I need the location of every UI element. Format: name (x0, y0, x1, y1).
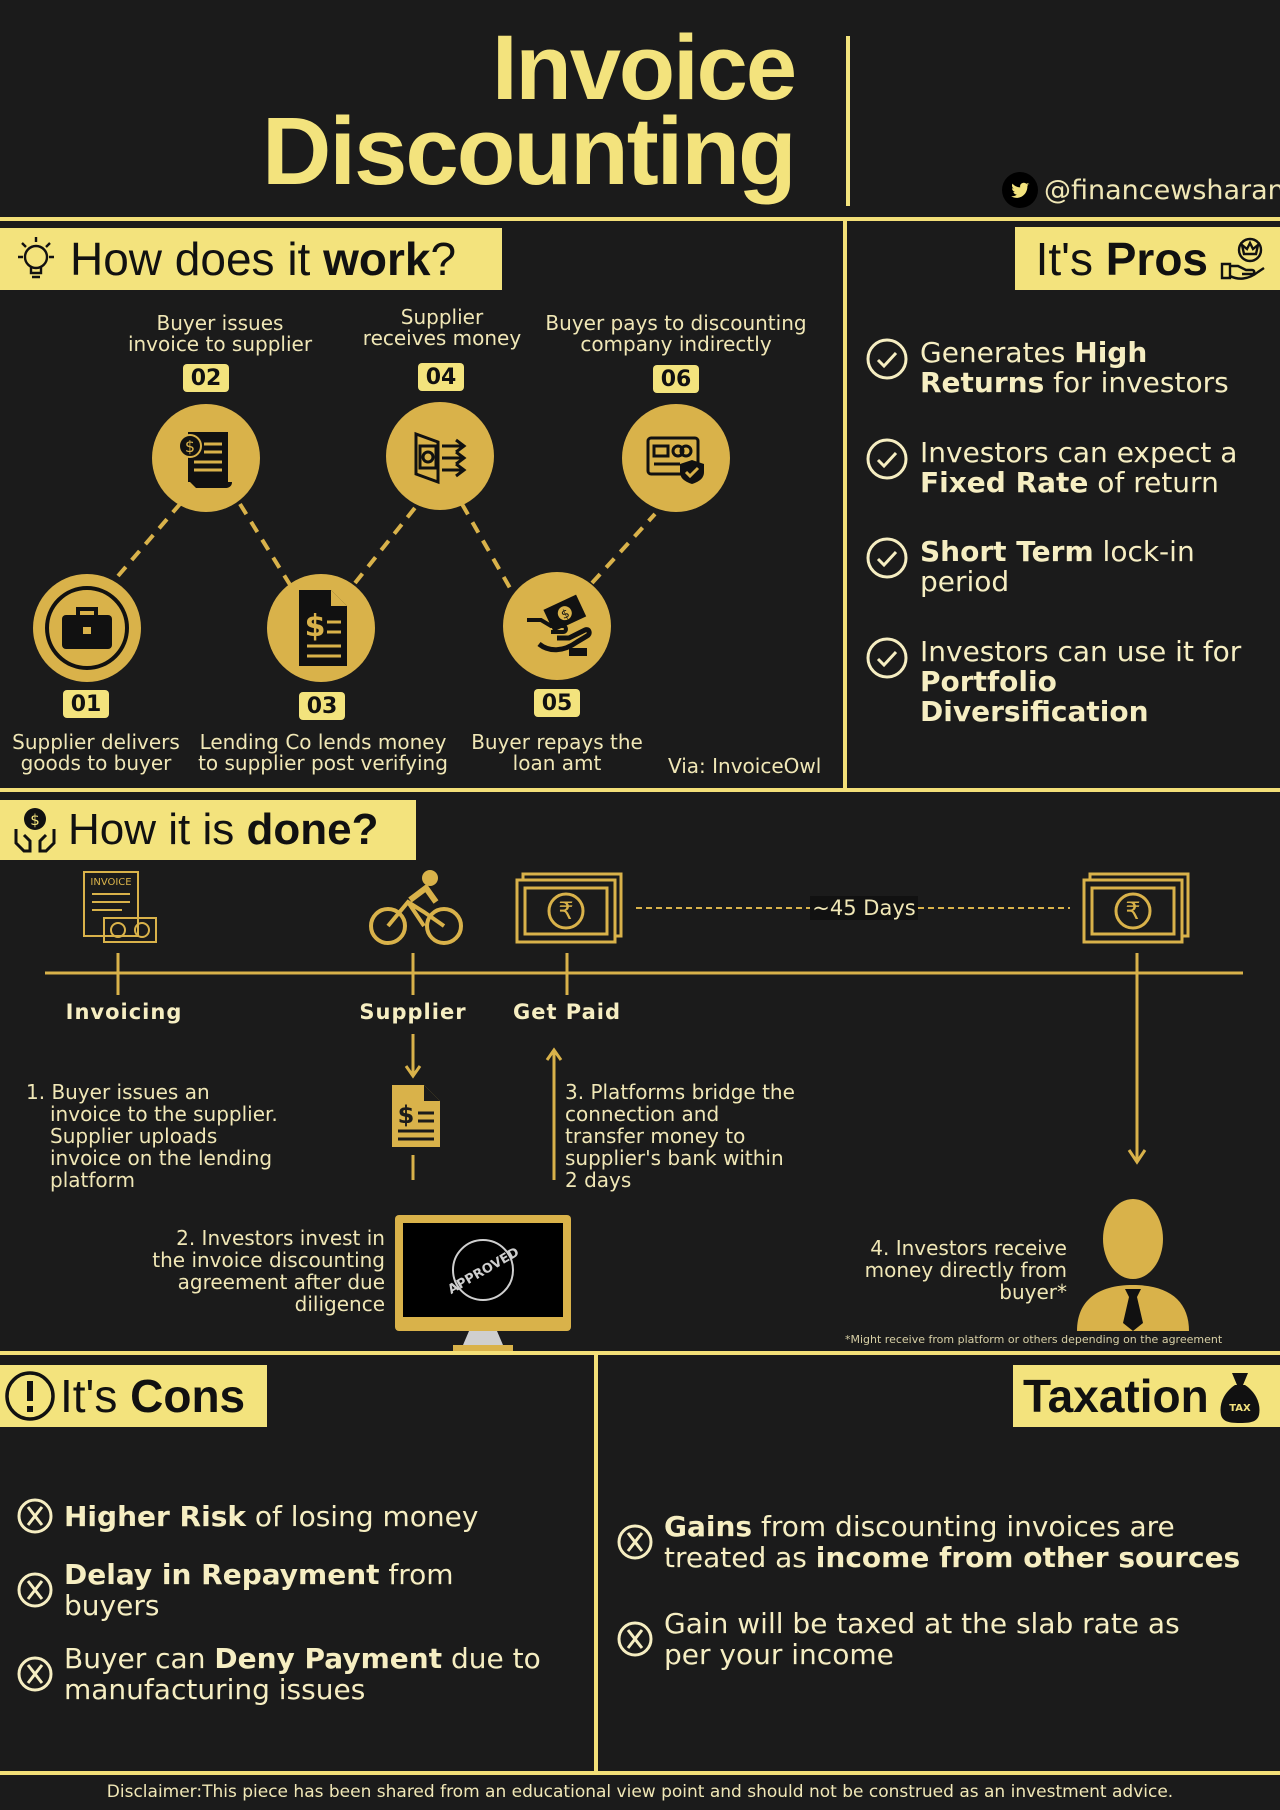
divider-bottom (0, 1771, 1280, 1775)
step-01-number: 01 (63, 690, 109, 718)
invoice-icon: $ (178, 432, 232, 488)
svg-text:$: $ (398, 1101, 415, 1129)
investor-person-icon (1075, 1195, 1191, 1339)
title-cursor-bar (846, 36, 850, 206)
hand-crown-icon (1220, 237, 1265, 280)
monitor-approved-icon: APPROVED (393, 1213, 573, 1357)
svg-text:$: $ (305, 609, 326, 644)
disclaimer: Disclaimer:This piece has been shared fr… (106, 1782, 1174, 1802)
step-2-text: 2. Investors invest in the invoice discou… (152, 1226, 385, 1316)
divider-top (0, 217, 1280, 221)
lightbulb-icon (18, 237, 54, 279)
wallet-icon (414, 431, 467, 485)
step-04-number: 04 (418, 363, 464, 391)
step-06-number: 06 (653, 365, 699, 393)
step-02-caption: Buyer issues invoice to supplier (127, 311, 313, 356)
footnote: *Might receive from platform or others d… (845, 1333, 1223, 1346)
step-03-number: 03 (299, 692, 345, 720)
step-05-circle: $ (503, 572, 611, 680)
svg-text:$: $ (30, 811, 40, 829)
x-circle-icon (617, 1621, 653, 1657)
handle-text: @financewsharan (1044, 174, 1280, 206)
label-get-paid: Get Paid (512, 1000, 622, 1024)
rupee-cash-icon: ₹ (515, 872, 623, 950)
step-01-circle (33, 574, 141, 682)
pros-heading: It's Pros (1015, 227, 1280, 290)
label-supplier: Supplier (359, 1000, 467, 1024)
divider-3 (0, 1351, 1280, 1355)
step-1-text: 1. Buyer issues an invoice to the suppli… (26, 1080, 278, 1192)
invoice-doc-icon: INVOICE (82, 870, 158, 950)
divider-bottom-vertical (594, 1355, 598, 1771)
document-dollar-icon: $ (299, 590, 347, 666)
hands-dollar-icon: $ (14, 808, 56, 853)
step-02-circle: $ (152, 404, 260, 512)
x-circle-icon (17, 1498, 53, 1534)
pro-item-1: Generates High Returns for investors (866, 338, 1229, 398)
x-circle-icon (617, 1524, 653, 1560)
con-item-1: Higher Risk of losing money (16, 1497, 478, 1535)
title-line-1: Invoice (492, 17, 797, 119)
step-05-number: 05 (534, 689, 580, 717)
exclamation-icon (5, 1371, 55, 1421)
cons-heading: It's Cons (0, 1365, 267, 1427)
taxation-heading: Taxation TAX (1013, 1365, 1280, 1427)
svg-text:$: $ (185, 437, 195, 456)
step-03-caption: Lending Co lends money to supplier post v… (198, 730, 448, 775)
svg-text:₹: ₹ (558, 897, 573, 925)
bicycle-icon (368, 868, 464, 952)
twitter-handle[interactable]: @financewsharan (1002, 172, 1280, 208)
con-item-2: Delay in Repayment from buyers (16, 1559, 454, 1621)
step-06-circle (622, 404, 730, 512)
divider-mid-vertical (843, 221, 847, 790)
twitter-icon (1002, 172, 1038, 208)
step-01-caption: Supplier delivers goods to buyer (12, 730, 180, 775)
card-shield-icon (646, 436, 704, 484)
step-04-circle (386, 402, 494, 510)
tax-item-2: Gain will be taxed at the slab rate as pe… (616, 1608, 1180, 1670)
step-04-caption: Supplier receives money (362, 305, 522, 350)
checkmark-icon (866, 338, 908, 380)
tax-bag-icon: TAX (1220, 1373, 1260, 1423)
step-3-text: 3. Platforms bridge the connection and tra… (565, 1080, 795, 1192)
pro-item-3: Short Term lock-in period (866, 537, 1195, 597)
timeline (45, 907, 1243, 1180)
pro-item-2: Investors can expect a Fixed Rate of retu… (866, 438, 1237, 498)
svg-text:INVOICE: INVOICE (90, 877, 131, 888)
checkmark-icon (866, 537, 908, 579)
how-done-heading: $ How it is done? (0, 800, 416, 860)
x-circle-icon (17, 1656, 53, 1692)
how-work-heading: How does it work? (0, 228, 502, 290)
pro-item-4: Investors can use it for Portfolio Divers… (866, 637, 1280, 727)
step-06-caption: Buyer pays to discounting company indirec… (545, 311, 807, 356)
step-05-caption: Buyer repays the loan amt (471, 730, 643, 775)
label-invoicing: Invoicing (65, 1000, 183, 1024)
step-02-number: 02 (183, 364, 229, 392)
svg-text:₹: ₹ (1125, 897, 1140, 925)
svg-text:TAX: TAX (1229, 1403, 1251, 1414)
step-4-text: 4. Investors receive money directly from b… (864, 1236, 1067, 1304)
rupee-cash-icon-2: ₹ (1082, 872, 1190, 950)
checkmark-icon (866, 438, 908, 480)
title-line-2: Discounting (262, 98, 797, 205)
x-circle-icon (17, 1572, 53, 1608)
checkmark-icon (866, 637, 908, 679)
days-label: ~45 Days (810, 896, 918, 920)
source-credit: Via: InvoiceOwl (668, 754, 822, 778)
steps-connector (116, 502, 657, 590)
doc-dollar-icon: $ (390, 1083, 442, 1153)
briefcase-icon (45, 586, 129, 670)
divider-2 (0, 788, 1280, 792)
con-item-3: Buyer can Deny Payment due to manufacturi… (16, 1643, 541, 1705)
step-03-circle: $ (267, 574, 375, 682)
hand-cash-icon: $ (527, 594, 592, 656)
tax-item-1: Gains from discounting invoices are treat… (616, 1511, 1240, 1573)
